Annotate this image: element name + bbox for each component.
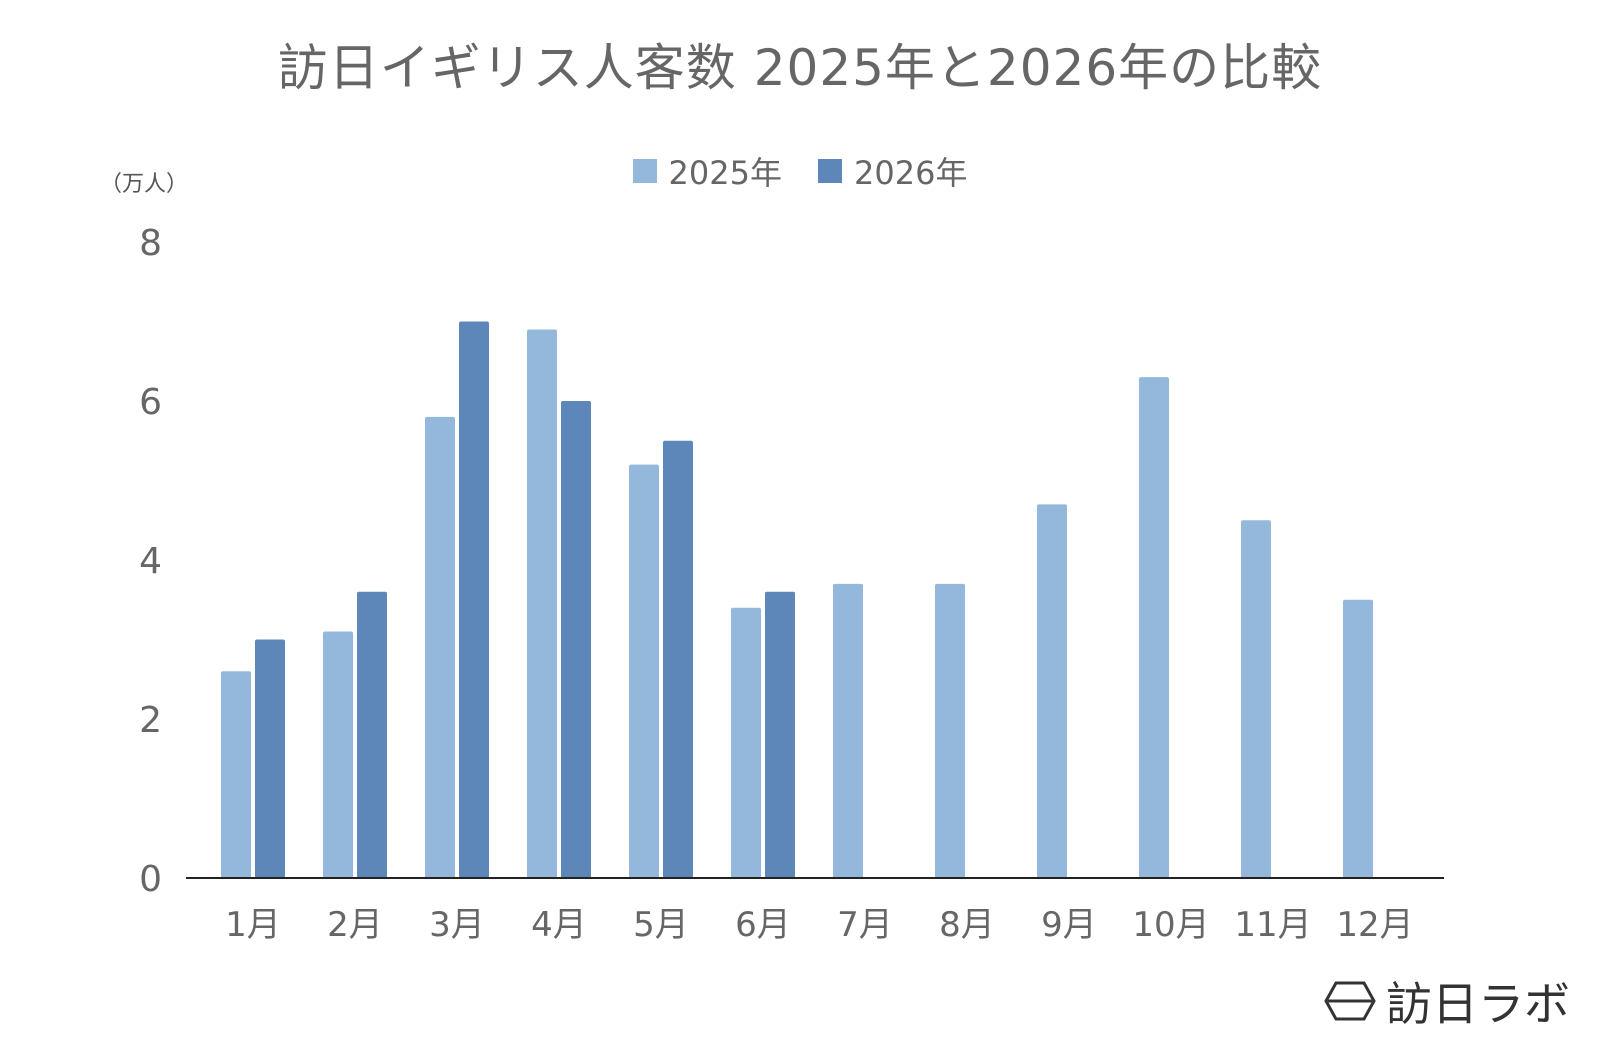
legend-swatch-2026 (818, 159, 842, 183)
legend-label-2026: 2026年 (854, 154, 968, 192)
bar-2025年-6月[interactable] (731, 607, 761, 878)
bar-2026年-2月[interactable] (357, 591, 387, 878)
bar-2025年-10月[interactable] (1139, 377, 1169, 878)
bar-2026年-5月[interactable] (663, 440, 693, 878)
brand-name: 訪日ラボ (1386, 977, 1570, 1031)
y-tick-label: 4 (139, 541, 162, 582)
bar-2025年-8月[interactable] (935, 583, 965, 878)
chart-title: 訪日イギリス人客数 2025年と2026年の比較 (277, 39, 1323, 97)
bar-2026年-4月[interactable] (561, 401, 591, 878)
bar-2025年-5月[interactable] (629, 464, 659, 878)
y-axis-unit-label: （万人） (100, 172, 189, 197)
x-tick-label: 7月 (837, 905, 893, 945)
bar-2025年-2月[interactable] (323, 631, 353, 878)
bar-2025年-12月[interactable] (1343, 599, 1373, 878)
bar-2025年-9月[interactable] (1037, 504, 1067, 878)
x-tick-label: 3月 (429, 905, 485, 945)
y-tick-label: 8 (139, 223, 162, 264)
x-tick-label: 2月 (327, 905, 383, 945)
x-tick-label: 9月 (1041, 905, 1097, 945)
y-tick-label: 0 (139, 859, 162, 900)
x-tick-label: 8月 (939, 905, 995, 945)
bar-2026年-1月[interactable] (255, 639, 285, 879)
bar-2025年-11月[interactable] (1241, 520, 1271, 878)
bar-2025年-7月[interactable] (833, 583, 863, 878)
x-tick-label: 4月 (531, 905, 587, 945)
y-tick-label: 2 (139, 700, 162, 741)
x-tick-label: 6月 (735, 905, 791, 945)
y-tick-label: 6 (139, 382, 162, 423)
legend-label-2025: 2025年 (668, 154, 782, 192)
legend-item-2026[interactable]: 2026年 (818, 148, 967, 194)
hexagon-logo-icon (1324, 981, 1376, 1021)
legend: 2025年 2026年 (0, 148, 1600, 194)
brand-logo: 訪日ラボ (1324, 968, 1570, 1034)
x-tick-label: 5月 (633, 905, 689, 945)
legend-item-2025[interactable]: 2025年 (632, 148, 782, 194)
x-tick-label: 12月 (1336, 905, 1413, 945)
x-tick-label: 1月 (225, 905, 281, 945)
bar-2025年-4月[interactable] (527, 329, 557, 878)
bar-2025年-1月[interactable] (221, 671, 251, 878)
bar-2025年-3月[interactable] (425, 416, 455, 878)
x-tick-label: 11月 (1234, 905, 1311, 945)
x-tick-label: 10月 (1132, 905, 1209, 945)
bar-2026年-6月[interactable] (765, 591, 795, 878)
bar-2026年-3月[interactable] (459, 321, 489, 879)
legend-swatch-2025 (632, 159, 657, 183)
